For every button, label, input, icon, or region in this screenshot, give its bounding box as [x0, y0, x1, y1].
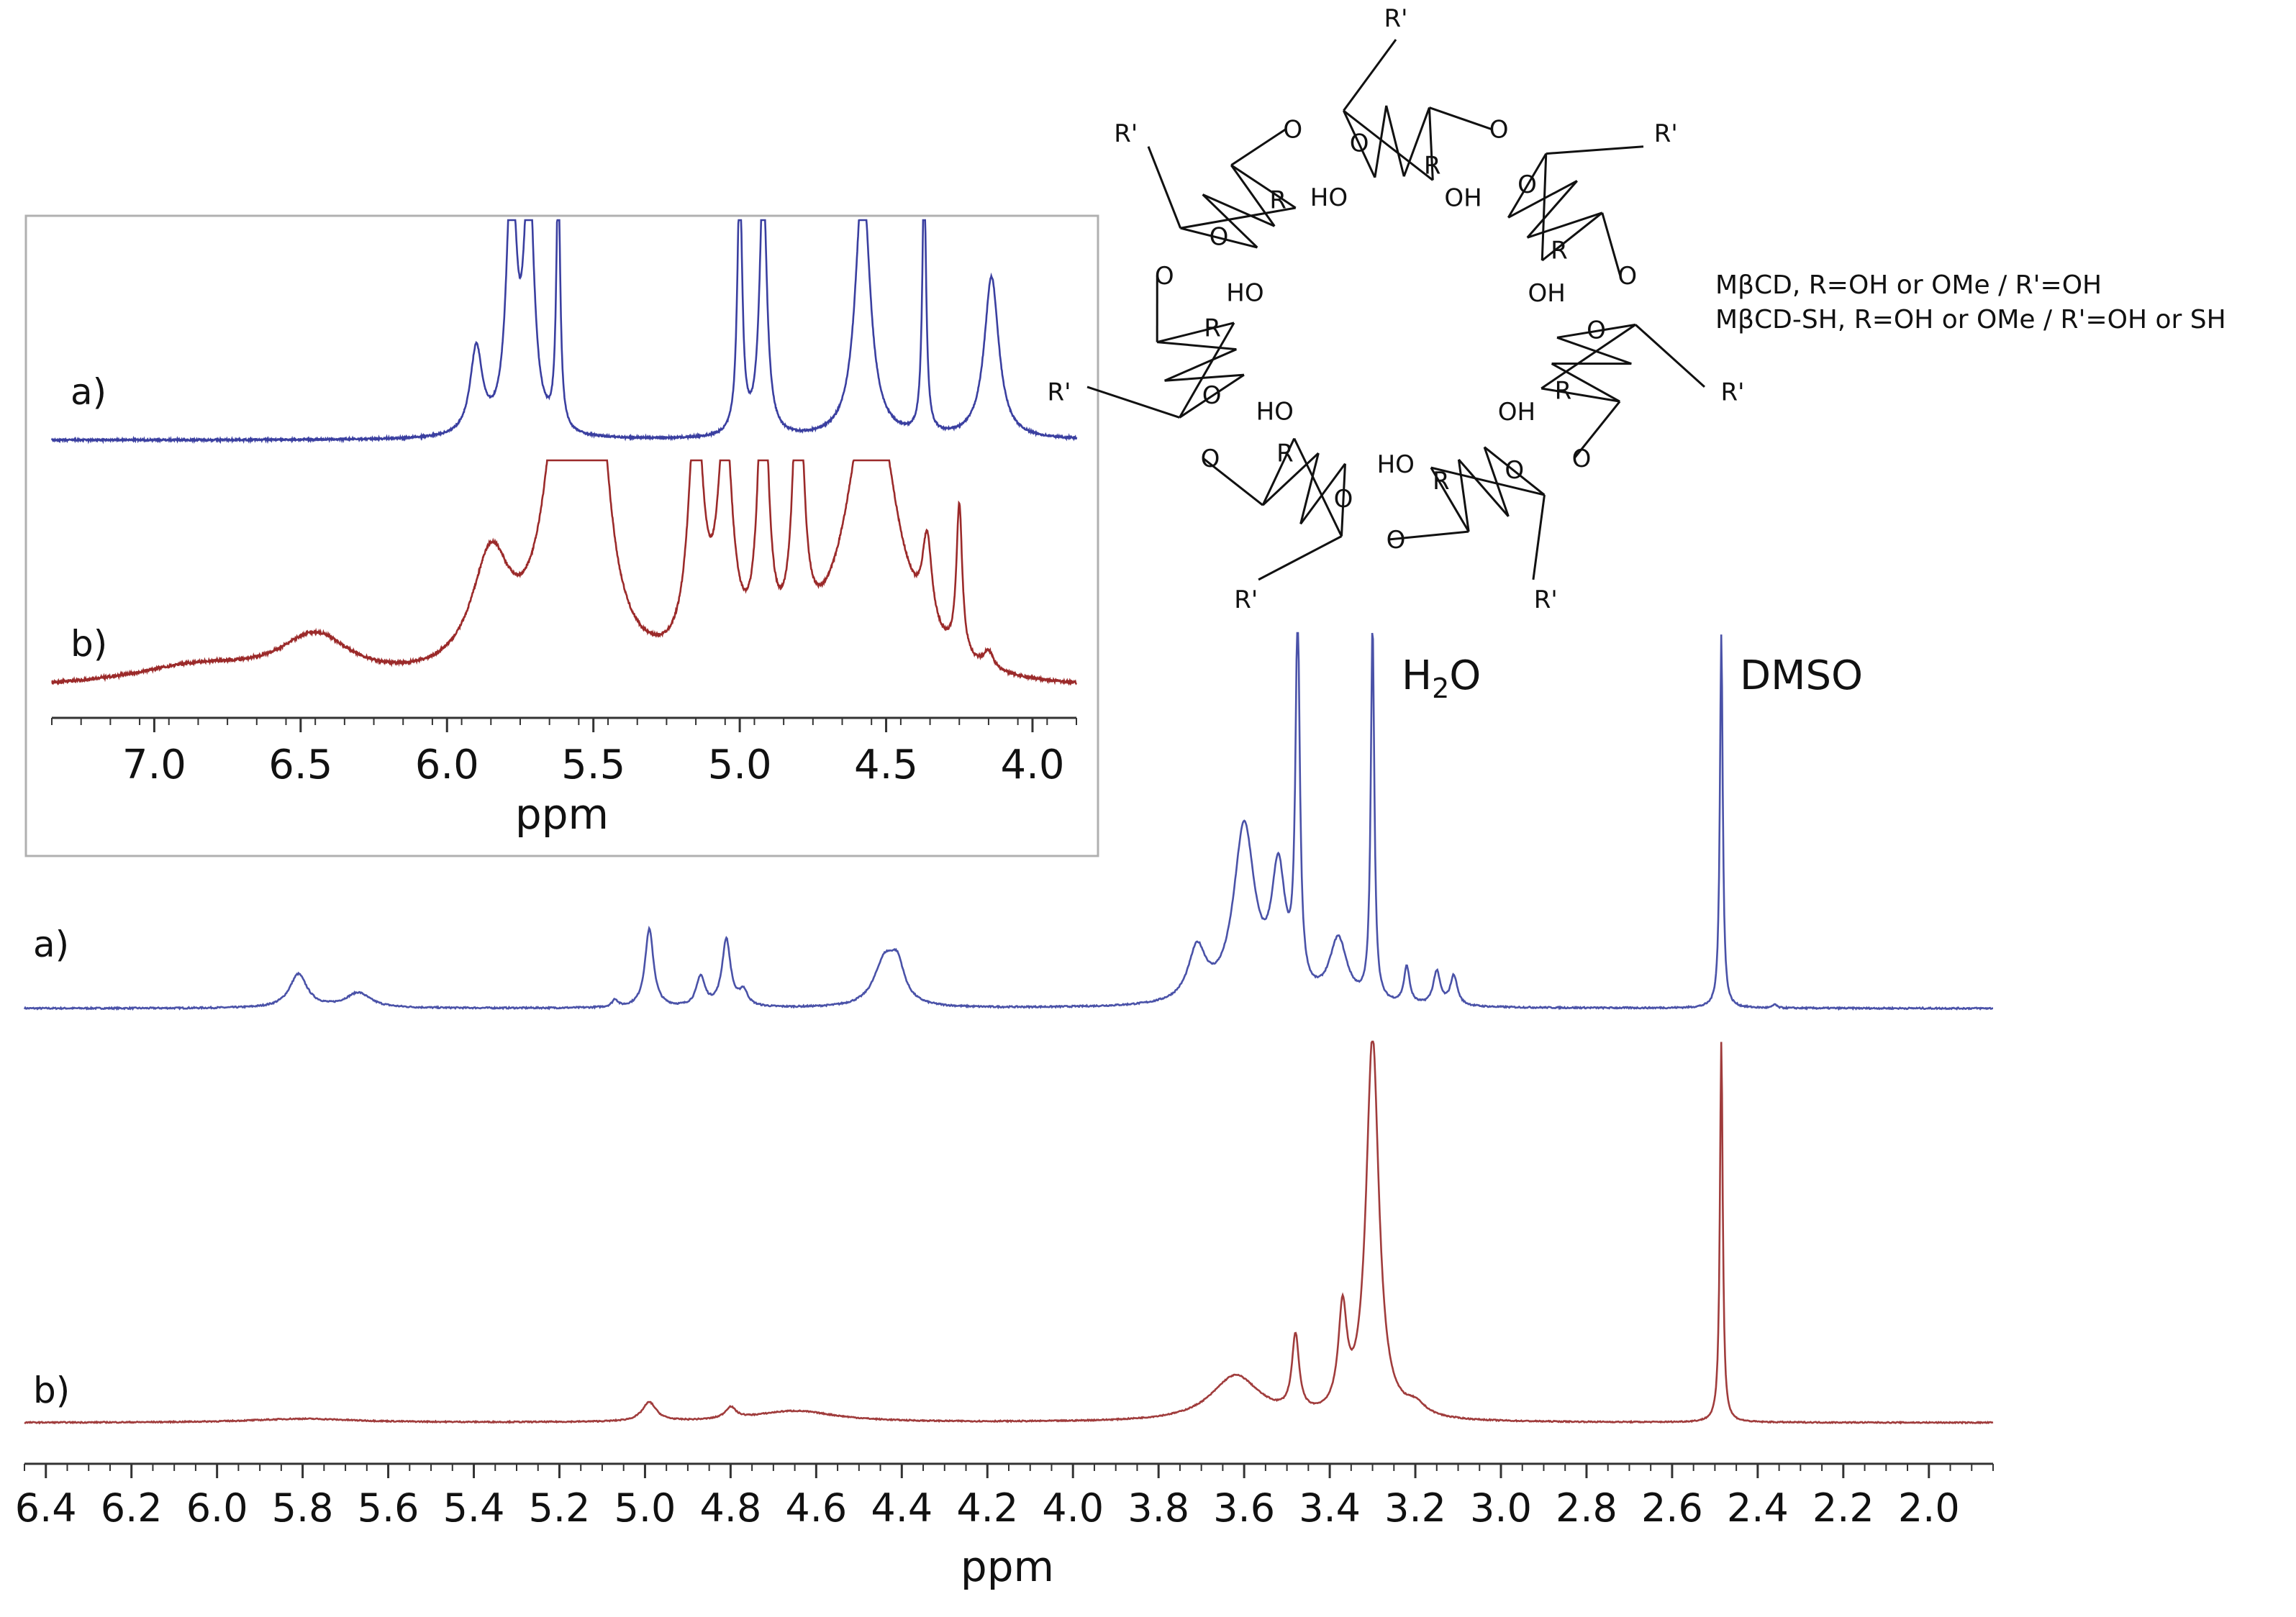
atom-label: R': [1048, 378, 1071, 407]
main-tick-label: 6.2: [101, 1485, 163, 1531]
main-tick-label: 3.4: [1299, 1485, 1361, 1531]
atom-label: R: [1204, 314, 1221, 342]
atom-label: O: [1283, 116, 1302, 145]
atom-label: OH: [1528, 279, 1566, 308]
legend-line-mbcd: MβCD, R=OH or OMe / R'=OH: [1715, 270, 2102, 300]
main-tick-label: 3.6: [1213, 1485, 1275, 1531]
inset-tick-label: 6.0: [415, 742, 479, 788]
main-tick-label: 5.6: [358, 1485, 419, 1531]
atom-label: R: [1276, 439, 1294, 468]
atom-label: R: [1433, 467, 1450, 496]
main-tick-label: 4.6: [785, 1485, 847, 1531]
main-tick-label: 5.0: [614, 1485, 676, 1531]
main-tick-label: 5.4: [443, 1485, 505, 1531]
atom-label: R': [1720, 378, 1744, 407]
inset-tick-label: 4.0: [1000, 742, 1064, 788]
bond: [1387, 106, 1405, 176]
inset-tick-label: 7.0: [122, 742, 186, 788]
inset-panel: 7.0 6.5 6.0 5.5 5.0 4.5 4.0 a) b) ppm: [26, 216, 1098, 856]
inset-tick-label: 6.5: [268, 742, 332, 788]
bond: [1429, 108, 1492, 129]
main-series-b-label: b): [33, 1370, 70, 1411]
bond: [1157, 342, 1236, 350]
atom-label: O: [1572, 445, 1592, 473]
inset-series-b-label: b): [71, 623, 107, 665]
atom-label: R': [1114, 119, 1138, 148]
main-series-a-label: a): [33, 924, 69, 965]
atom-label: HO: [1377, 450, 1415, 479]
atom-label: R: [1269, 186, 1287, 215]
atom-label: O: [1387, 526, 1406, 555]
inset-tick-label: 5.5: [561, 742, 625, 788]
atom-label: R': [1384, 4, 1408, 33]
methyl-beta-cyclodextrin-structure: OOR'ROHOOR'ROHOOR'ROHOOR'RHOOOR'RHOOOR'R…: [1048, 4, 1745, 614]
atom-label: OH: [1444, 183, 1481, 212]
atom-label: O: [1201, 445, 1220, 473]
bond: [1157, 323, 1234, 342]
h2o-annotation: H2O: [1402, 652, 1481, 704]
bond: [1258, 536, 1341, 579]
main-tick-label: 2.8: [1556, 1485, 1617, 1531]
main-ticks: 6.4 6.2 6.0 5.8 5.6 5.4 5.2 5.0 4.8 4.6 4.4 4.2 4.0 3…: [15, 1464, 1993, 1531]
inset-tick-label: 5.0: [708, 742, 772, 788]
main-series-b-trace: [24, 1042, 1993, 1424]
atom-label: R': [1234, 586, 1258, 614]
dmso-annotation: DMSO: [1740, 652, 1863, 699]
main-tick-label: 4.2: [956, 1485, 1018, 1531]
atom-label: R: [1555, 377, 1572, 406]
bond: [1533, 495, 1545, 580]
bond: [1635, 324, 1705, 387]
atom-label: O: [1517, 170, 1537, 199]
atom-label: R': [1654, 119, 1678, 148]
bond: [1546, 147, 1643, 154]
bond: [1542, 154, 1546, 260]
main-tick-label: 4.8: [699, 1485, 761, 1531]
inset-x-axis-label: ppm: [515, 790, 609, 839]
main-x-axis-label: ppm: [961, 1542, 1054, 1591]
main-tick-label: 5.2: [529, 1485, 591, 1531]
atom-label: O: [1210, 223, 1229, 252]
bond: [1231, 129, 1286, 165]
legend-line-mbcd-sh: MβCD-SH, R=OH or OMe / R'=OH or SH: [1715, 305, 2226, 334]
main-tick-label: 2.6: [1641, 1485, 1703, 1531]
main-tick-label: 3.2: [1384, 1485, 1446, 1531]
bond: [1148, 147, 1181, 228]
atom-label: O: [1334, 485, 1353, 514]
atom-label: O: [1202, 381, 1222, 410]
atom-label: O: [1505, 456, 1524, 485]
atom-label: R': [1534, 586, 1558, 614]
atom-label: O: [1587, 316, 1606, 345]
main-tick-label: 2.0: [1898, 1485, 1960, 1531]
main-tick-label: 4.4: [871, 1485, 933, 1531]
atom-label: HO: [1256, 397, 1294, 426]
main-tick-label: 2.4: [1727, 1485, 1789, 1531]
atom-label: HO: [1226, 278, 1263, 307]
main-tick-label: 3.8: [1127, 1485, 1189, 1531]
atom-label: O: [1489, 116, 1509, 145]
atom-label: R: [1424, 151, 1441, 180]
structure-bonds: [1087, 40, 1705, 580]
main-tick-label: 6.4: [15, 1485, 77, 1531]
atom-label: R: [1551, 236, 1568, 265]
main-tick-label: 6.0: [186, 1485, 248, 1531]
bond: [1087, 387, 1179, 418]
main-tick-label: 3.0: [1470, 1485, 1532, 1531]
atom-label: O: [1617, 262, 1637, 291]
main-tick-label: 2.2: [1812, 1485, 1874, 1531]
atom-label: O: [1350, 129, 1369, 158]
atom-label: O: [1155, 262, 1174, 291]
main-tick-label: 4.0: [1042, 1485, 1104, 1531]
inset-series-a-label: a): [71, 371, 106, 413]
structure-atom-labels: OOR'ROHOOR'ROHOOR'ROHOOR'RHOOOR'RHOOOR'R…: [1048, 4, 1745, 614]
atom-label: OH: [1498, 398, 1535, 427]
atom-label: HO: [1310, 183, 1348, 212]
main-tick-label: 5.8: [272, 1485, 334, 1531]
inset-tick-label: 4.5: [854, 742, 918, 788]
bond: [1343, 40, 1396, 111]
